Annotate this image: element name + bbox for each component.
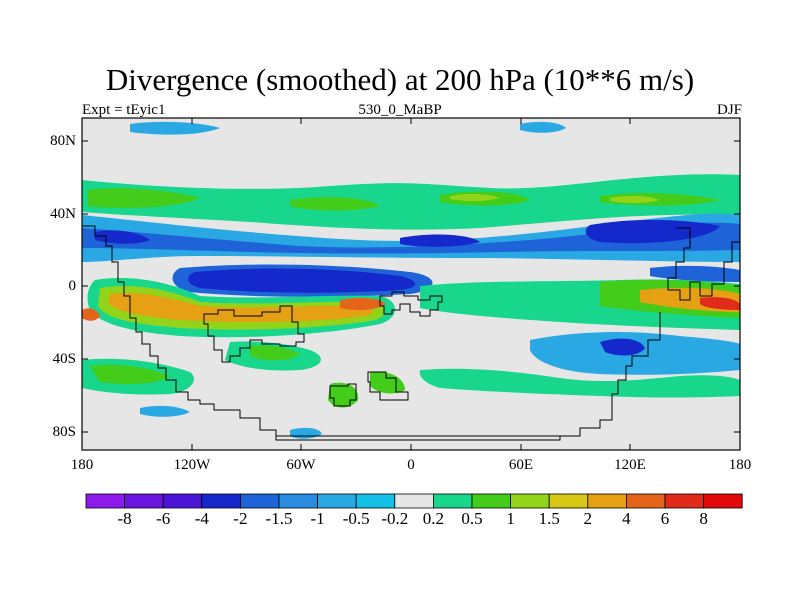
field-nh-dark-blue (95, 230, 150, 244)
x-tick-label-180w: 180 (70, 457, 94, 473)
colorbar-label: 1.5 (538, 509, 560, 528)
field-nh-dark-blue (400, 234, 480, 247)
colorbar-swatch (548, 493, 589, 509)
y-tick-label-40s: 40S (52, 351, 76, 367)
x-tick-label-60w: 60W (286, 457, 316, 473)
colorbar-swatch (239, 493, 280, 509)
experiment-label: Expt = tEyic1 (82, 102, 166, 118)
colorbar-swatch (510, 493, 550, 509)
colorbar-swatch (162, 493, 203, 509)
field-eq-dark-blue (188, 268, 415, 293)
field-sh-green-patch (328, 382, 359, 408)
field-nh-lime-patch (88, 188, 200, 208)
colorbar-label: -0.2 (381, 509, 409, 528)
colorbar-swatch (587, 493, 627, 509)
y-tick-label-0: 0 (68, 278, 77, 294)
axis-ticks (82, 118, 740, 450)
y-tick-label-80s: 80S (52, 424, 76, 440)
field-sh-cyan-patch (140, 405, 190, 417)
coastline-southern-island (367, 371, 409, 401)
y-tick-label-40n: 40N (50, 206, 76, 222)
field-eq-orange-band (108, 292, 373, 323)
colorbar-label: 0.5 (461, 509, 483, 528)
x-tick-label-0: 0 (407, 457, 415, 473)
season-label: DJF (716, 102, 742, 118)
field-sh-cyan-patch (520, 121, 566, 133)
coastline-asia (667, 227, 740, 301)
colorbar-label: 2 (583, 509, 593, 528)
colorbar-swatch (124, 493, 164, 509)
map-title: Divergence (smoothed) at 200 hPa (10**6 … (105, 62, 695, 97)
coastline-americas (82, 225, 300, 437)
x-tick-label-120w: 120W (173, 457, 211, 473)
colorbar-swatch (201, 493, 241, 509)
colorbar-swatch (394, 493, 434, 509)
field-eq-red-core (82, 308, 100, 321)
field-nh-blue-band (82, 222, 740, 254)
x-tick-label-60e: 60E (508, 457, 534, 473)
colorbar-label: -1 (310, 509, 325, 528)
field-sh-cyan-patch (130, 121, 220, 135)
field-sh-lime-patch (250, 345, 300, 361)
field-sh-lime-patch (90, 364, 170, 384)
field-nh-dark-blue (585, 219, 720, 244)
colorbar-swatch (703, 493, 743, 509)
colorbar-label: 6 (660, 509, 670, 528)
colorbar-label: -2 (233, 509, 248, 528)
colorbar-label: 1 (506, 509, 515, 528)
colorbar-label: -6 (156, 509, 171, 528)
colorbar-label: -4 (194, 509, 209, 528)
colorbar-swatch (278, 493, 318, 509)
field-east-red-core (700, 297, 740, 310)
colorbar-label: -0.5 (342, 509, 370, 528)
run-label: 530_0_MaBP (358, 102, 442, 118)
colorbar-swatch (355, 493, 396, 509)
colorbar-swatch (432, 493, 473, 509)
coastline-australia (300, 312, 661, 437)
y-tick-label-80n: 80N (50, 133, 76, 149)
field-nh-yellow-patch (450, 193, 500, 202)
colorbar-swatch (471, 493, 511, 509)
x-tick-label-120e: 120E (614, 457, 646, 473)
field-eq-red-core (340, 297, 386, 311)
colorbar-swatch (317, 493, 357, 509)
colorbar-swatch (664, 493, 704, 509)
field-sh-green-band (419, 368, 740, 398)
coastline-south-america (203, 305, 305, 363)
coastline-africa (379, 291, 443, 317)
field-nh-green-band (82, 174, 740, 230)
coastline-southern-island (329, 383, 357, 407)
colorbar-label: 4 (622, 509, 631, 528)
colorbar-label: -8 (117, 509, 132, 528)
colorbar-label: -1.5 (265, 509, 293, 528)
colorbar-label: 0.2 (422, 509, 445, 528)
field-nh-lime-patch (290, 197, 380, 211)
coastline-antarctic (275, 436, 561, 441)
field-nh-yellow-patch (610, 195, 660, 204)
colorbar-swatch (626, 493, 666, 509)
field-sh-dark-blue (600, 338, 645, 356)
x-tick-label-180e: 180 (728, 457, 752, 473)
colorbar-label: 8 (699, 509, 708, 528)
colorbar-swatch (85, 493, 125, 509)
